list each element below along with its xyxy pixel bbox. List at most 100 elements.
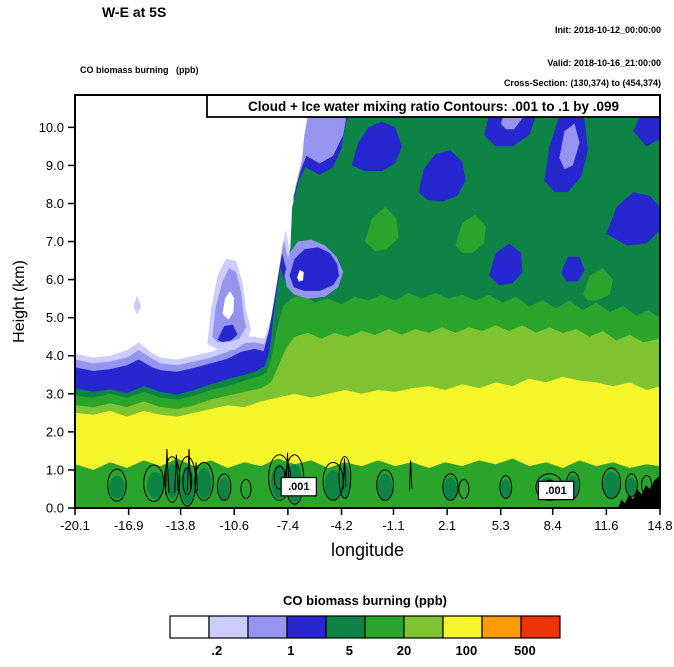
surface-cloud-blob <box>443 477 458 501</box>
contour-label-box <box>537 480 575 501</box>
surface-cloud-blob <box>109 475 125 499</box>
colorbar-tick-label: .2 <box>211 643 222 658</box>
colorbar-title: CO biomass burning (ppb) <box>283 593 447 608</box>
y-tick-label: 5.0 <box>46 310 64 325</box>
colorbar-cell <box>325 615 366 639</box>
blue-patch-6 <box>489 243 523 286</box>
valid-timestamp: Valid: 2018-10-16_21:00:00 <box>547 58 661 68</box>
lavender-diamond <box>133 295 142 315</box>
blue-patch-2 <box>418 150 466 202</box>
colorbar-cell <box>403 615 444 639</box>
x-tick-label: -16.9 <box>114 518 144 533</box>
periwinkle-accent-1 <box>559 123 580 170</box>
surface-cloud-blob <box>603 471 620 499</box>
y-tick-label: 3.0 <box>46 386 64 401</box>
x-tick-label: -7.4 <box>277 518 299 533</box>
colorbar-tick-label: 500 <box>514 643 536 658</box>
colorbar-tick-label: 1 <box>287 643 294 658</box>
y-tick-label: 4.0 <box>46 348 64 363</box>
cloud-contour-line <box>601 467 622 499</box>
cloud-contour-line <box>143 464 165 503</box>
run-timestamps: Init: 2018-10-12_00:00:00 Valid: 2018-10… <box>547 3 661 91</box>
colorbar-cell <box>169 615 210 639</box>
y-axis-label: Height (km) <box>11 260 28 343</box>
x-tick-label: 5.3 <box>492 518 510 533</box>
y-tick-label: 9.0 <box>46 158 64 173</box>
x-tick-label: -13.8 <box>166 518 196 533</box>
blue-patch-5 <box>606 192 660 246</box>
init-timestamp: Init: 2018-10-12_00:00:00 <box>554 25 661 35</box>
mid-blob-white-spot <box>297 270 304 282</box>
surface-cloud-blob <box>377 473 393 501</box>
colorbar-tick-label: 20 <box>397 643 411 658</box>
x-axis-label: longitude <box>331 540 404 560</box>
green-patch-1 <box>365 207 399 252</box>
y-tick-label: 1.0 <box>46 462 64 477</box>
surface-cloud-blob <box>626 477 637 497</box>
cloud-contour-spike <box>194 462 198 493</box>
cloud-contour-spike <box>342 458 347 490</box>
surface-cloud-blob <box>500 479 511 499</box>
cloud-contour-spike <box>174 454 179 493</box>
colorbar-cell <box>364 615 405 639</box>
x-tick-label: -4.2 <box>330 518 352 533</box>
green-patch-2 <box>455 214 486 253</box>
cloud-contour-spike <box>408 460 413 491</box>
blue-patch-1 <box>351 121 402 172</box>
cloud-contour-line <box>216 473 232 501</box>
cloud-contour-line <box>376 469 394 501</box>
plot-frame <box>74 94 661 509</box>
colorbar-cell <box>208 615 249 639</box>
colorbar-cell <box>520 615 561 639</box>
colorbar-cell <box>481 615 522 639</box>
cloud-contour-line <box>338 456 352 499</box>
surface-cloud-blob <box>324 469 342 501</box>
x-tick-label: 14.8 <box>647 518 672 533</box>
colorbar-cell <box>286 615 327 639</box>
y-tick-label: 0.0 <box>46 501 64 516</box>
cloud-contour-line <box>107 468 127 502</box>
left-blob-white-hole <box>222 291 235 320</box>
y-tick-label: 6.0 <box>46 272 64 287</box>
x-tick-label: -20.1 <box>60 518 90 533</box>
colorbar-cell <box>442 615 483 639</box>
surface-cloud-blob <box>147 471 164 499</box>
contour-label-box <box>280 476 317 497</box>
axes: -20.1 -16.9 -13.8 -10.6 -7.4 -4.2 -1.1 2.1 5.3 8.… <box>39 120 673 533</box>
colorbar-cell <box>247 615 288 639</box>
left-blob-blue <box>217 324 238 342</box>
cloud-contour-line <box>182 467 193 496</box>
y-tick-label: 7.0 <box>46 234 64 249</box>
colorbar-tick-label: 5 <box>346 643 353 658</box>
colorbar: CO biomass burning (ppb) .2 1 5 20 100 500 <box>169 593 561 658</box>
cloud-contour-line <box>442 473 459 501</box>
cloud-contour-spike <box>165 448 170 495</box>
cloud-contour-line <box>164 456 181 503</box>
x-tick-label: 2.1 <box>438 518 456 533</box>
y-tick-label: 8.0 <box>46 196 64 211</box>
cloud-contour-spike <box>186 448 192 491</box>
contour-label-text: .001 <box>545 485 566 497</box>
x-tick-label: -10.6 <box>219 518 249 533</box>
cloud-contour-line <box>458 478 470 499</box>
green-patch-3 <box>582 268 614 301</box>
y-tick-label: 10.0 <box>39 120 64 135</box>
surface-cloud-blob <box>196 468 212 499</box>
cloud-contour-line <box>499 475 513 499</box>
field-co-label: CO biomass burning (ppb) <box>80 65 199 75</box>
colorbar-tick-label: 100 <box>456 643 478 658</box>
plot-title: W-E at 5S <box>102 4 167 20</box>
terrain <box>618 475 660 508</box>
surface-cloud-blob <box>218 477 231 501</box>
x-tick-label: -1.1 <box>382 518 404 533</box>
cloud-contour-line <box>240 478 252 499</box>
y-tick-label: 2.0 <box>46 424 64 439</box>
cloud-contour-spike <box>285 452 290 490</box>
contour-field: .001 .001 <box>75 95 660 508</box>
contour-note-text: Cloud + Ice water mixing ratio Contours:… <box>248 99 619 114</box>
x-tick-label: 8.4 <box>544 518 562 533</box>
contour-label-text: .001 <box>288 481 309 493</box>
cloud-contour-line <box>625 473 638 498</box>
